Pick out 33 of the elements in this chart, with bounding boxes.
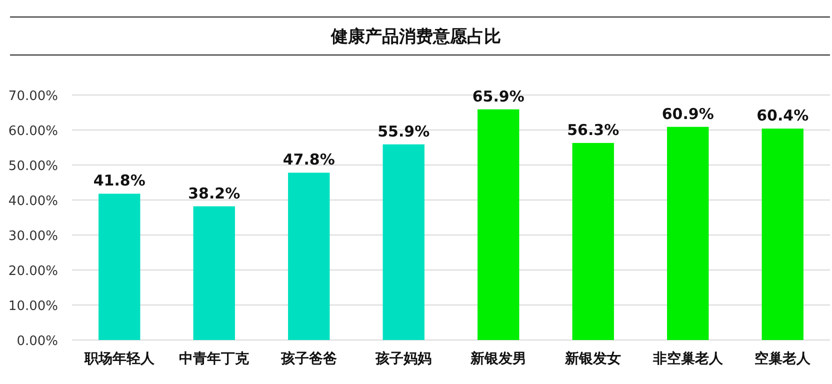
y-tick-label: 20.00%	[8, 264, 58, 279]
chart-title: 健康产品消费意愿占比	[330, 27, 501, 47]
data-label: 41.8%	[93, 172, 146, 190]
bar	[572, 142, 614, 340]
y-tick-label: 0.00%	[16, 334, 58, 349]
bar	[478, 109, 520, 340]
bar	[193, 206, 235, 340]
y-tick-label: 70.00%	[8, 89, 58, 104]
data-label: 55.9%	[378, 122, 430, 140]
x-tick-label: 新银发男	[469, 350, 526, 367]
bar	[98, 194, 140, 340]
data-label: 38.2%	[188, 184, 240, 202]
bar	[288, 172, 330, 340]
y-tick-label: 40.00%	[8, 194, 58, 209]
data-label: 60.9%	[662, 104, 714, 123]
x-tick-label: 孩子爸爸	[280, 350, 337, 367]
y-tick-label: 60.00%	[8, 124, 58, 139]
x-tick-label: 中青年丁克	[179, 351, 250, 367]
x-tick-label: 空巢老人	[754, 350, 812, 367]
x-tick-label: 职场年轻人	[83, 351, 156, 367]
data-label: 65.9%	[472, 87, 524, 106]
bar	[382, 144, 424, 340]
bar	[667, 126, 709, 340]
data-label: 56.3%	[567, 120, 620, 139]
y-tick-label: 30.00%	[8, 229, 58, 244]
bar	[762, 128, 804, 340]
y-tick-label: 10.00%	[8, 299, 58, 314]
y-tick-label: 50.00%	[8, 159, 58, 174]
x-tick-label: 孩子妈妈	[374, 350, 432, 367]
x-tick-label: 新银发女	[564, 350, 622, 367]
data-label: 60.4%	[756, 106, 809, 125]
data-label: 47.8%	[282, 150, 335, 169]
x-tick-label: 非空巢老人	[652, 350, 724, 367]
